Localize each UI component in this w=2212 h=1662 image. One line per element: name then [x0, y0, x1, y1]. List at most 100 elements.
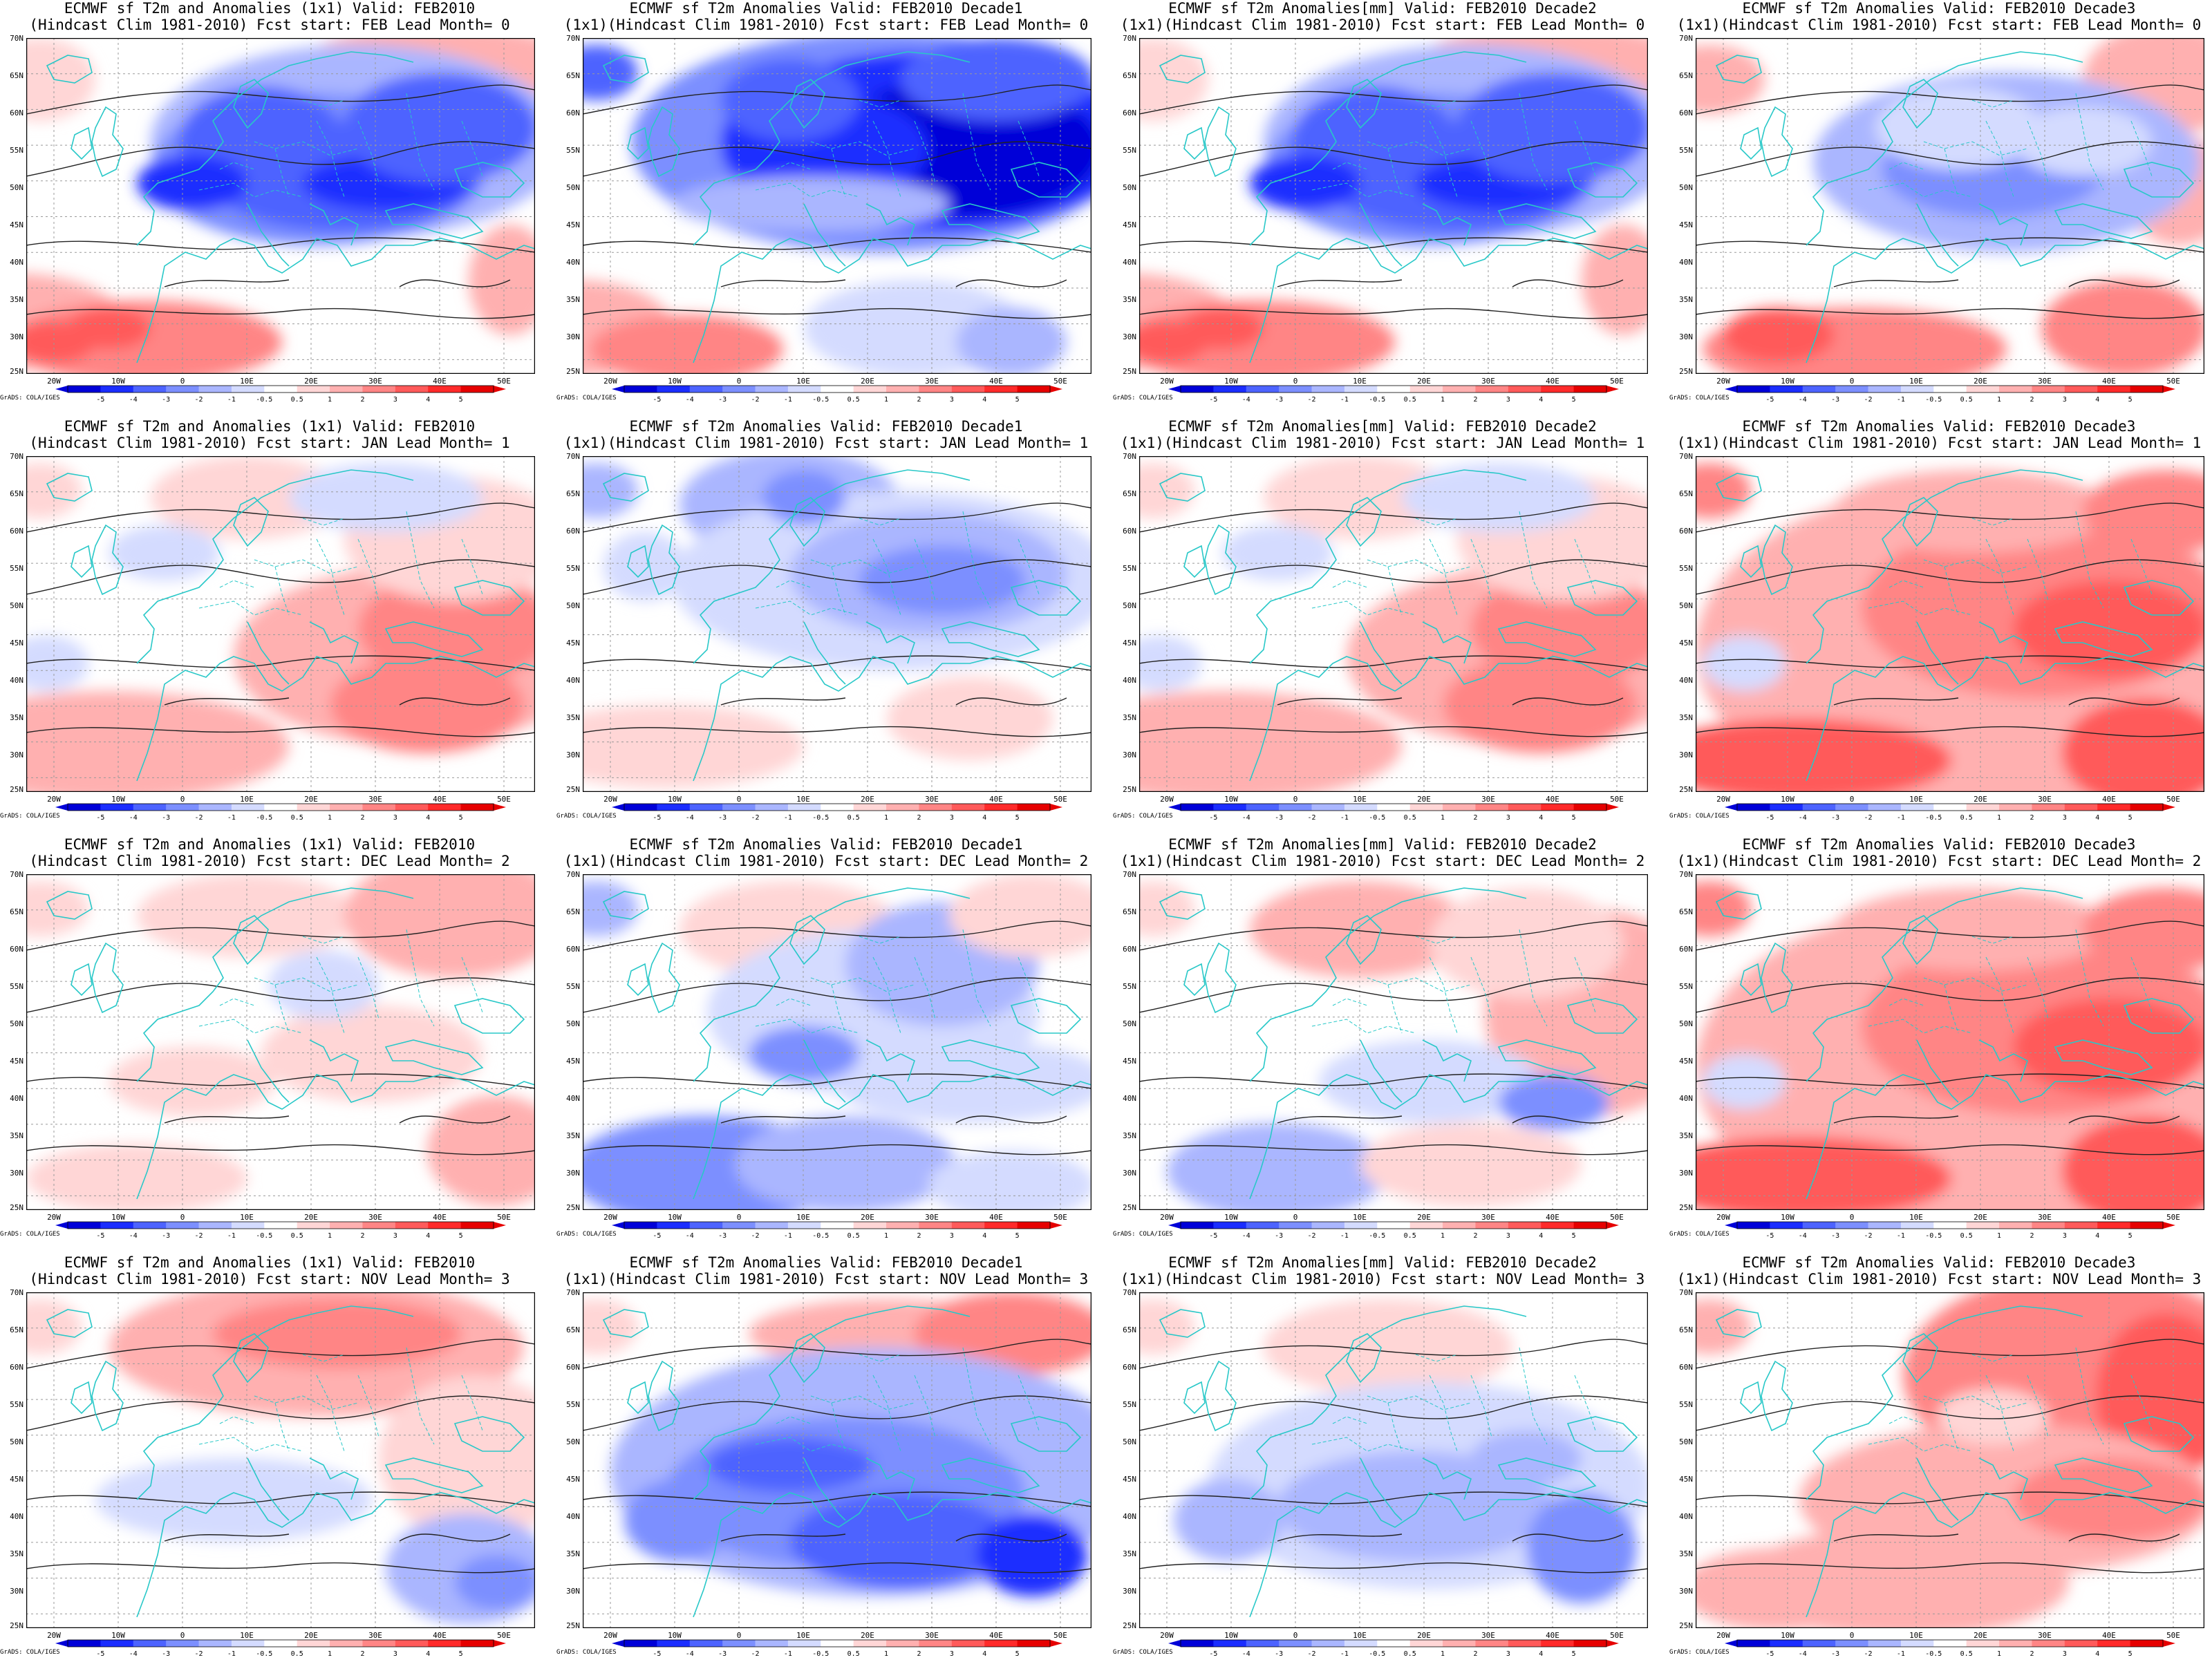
lat-tick-label: 45N: [1123, 639, 1136, 648]
colorbar-label: -4: [1799, 1650, 1807, 1658]
colorbar-segment: [2097, 386, 2131, 393]
grads-credit: GrADS: COLA/IGES: [1669, 813, 1730, 820]
grads-credit: GrADS: COLA/IGES: [556, 1649, 617, 1656]
colorbar-segment: [821, 804, 854, 811]
lon-tick-label: 20W: [1160, 1213, 1174, 1222]
lat-tick-label: 70N: [1123, 452, 1136, 461]
colorbar-segment: [330, 386, 363, 393]
isotherm-contours: [583, 920, 1091, 1155]
lat-tick-label: 70N: [10, 34, 24, 43]
anomaly-area: [1139, 38, 1208, 121]
colorbar-segment: [362, 804, 396, 811]
colorbar-label: -2: [1308, 1232, 1316, 1240]
lat-tick-label: 40N: [1123, 1094, 1136, 1103]
panel-title: ECMWF sf T2m Anomalies Valid: FEB2010 De…: [556, 418, 1096, 451]
lon-tick-label: 0: [1850, 377, 1855, 386]
anomaly-area: [455, 1555, 535, 1610]
lat-tick-label: 35N: [10, 1131, 24, 1140]
lon-tick-label: 40E: [2102, 1631, 2116, 1640]
map-panel: ECMWF sf T2m Anomalies[mm] Valid: FEB201…: [1113, 836, 1652, 1243]
colorbar-segment: [984, 1640, 1018, 1647]
lon-tick-label: 0: [1293, 795, 1298, 804]
colorbar-segment: [1377, 386, 1411, 393]
colorbar-label: 3: [950, 1650, 954, 1658]
colorbar-label: -0.5: [1369, 396, 1385, 404]
anomaly-map-svg: [1696, 874, 2204, 1210]
map-frame: [583, 1292, 1091, 1628]
colorbar-segment: [362, 386, 396, 393]
colorbar-segment: [395, 1640, 429, 1647]
lon-tick-label: 40E: [433, 1631, 447, 1640]
colorbar-label: -2: [751, 1232, 760, 1240]
colorbar-label: 0.5: [847, 1650, 860, 1658]
lat-tick-label: 55N: [1679, 1400, 1693, 1409]
lon-tick-label: 20E: [1417, 1213, 1431, 1222]
colorbar-arrow-right: [1050, 1640, 1062, 1647]
grads-credit: GrADS: COLA/IGES: [556, 1231, 617, 1238]
lon-tick-label: 0: [1293, 1213, 1298, 1222]
grads-credit: GrADS: COLA/IGES: [556, 813, 617, 820]
lat-tick-label: 45N: [566, 220, 580, 229]
lon-tick-label: 10E: [1353, 1213, 1367, 1222]
lat-tick-label: 60N: [1123, 527, 1136, 536]
colorbar: -5 -4 -3 -2 -1 -0.5 0.5 1 2 3 4 5: [1139, 1220, 1648, 1241]
colorbar-label: 5: [1015, 1650, 1020, 1658]
colorbar-label: -0.5: [256, 1650, 272, 1658]
colorbar-label: -5: [1209, 1650, 1217, 1658]
lat-tick-label: 60N: [10, 1363, 24, 1372]
colorbar-label: -0.5: [256, 396, 272, 404]
lat-tick-label: 35N: [1679, 295, 1693, 304]
lat-tick-label: 40N: [10, 258, 24, 267]
colorbar-segment: [1999, 1640, 2032, 1647]
axis-labels: 25N 30N 35N 40N 45N 50N 55N 60N 65N 70N 20W 10W 0 10E…: [566, 870, 1067, 1222]
colorbar-label: 1: [328, 814, 332, 822]
colorbar-segment: [1181, 386, 1214, 393]
country-borders: [755, 929, 1040, 1034]
colorbar-segment: [1933, 804, 1967, 811]
colorbar-segment: [297, 386, 330, 393]
lon-tick-label: 50E: [1610, 1213, 1624, 1222]
colorbar-segment: [100, 804, 134, 811]
colorbar-segment: [657, 1640, 691, 1647]
colorbar-label: 1: [1997, 396, 2001, 404]
colorbar-segment: [1966, 1222, 2000, 1229]
map-frame: [26, 456, 535, 792]
lat-tick-label: 60N: [566, 108, 580, 117]
colorbar-label: 4: [426, 1232, 430, 1240]
colorbar-label: -2: [1864, 814, 1873, 822]
anomaly-shading: [583, 874, 1091, 1210]
colorbar-segment: [1213, 1640, 1247, 1647]
colorbar-segment: [1541, 1222, 1575, 1229]
colorbar-arrow-left: [55, 1640, 68, 1647]
anomaly-map-svg: [1696, 1292, 2204, 1628]
lat-tick-label: 60N: [10, 945, 24, 954]
colorbar-segment: [1279, 1222, 1313, 1229]
colorbar-arrow-right: [1606, 1640, 1619, 1647]
lon-tick-label: 10W: [111, 377, 125, 386]
coastlines: [46, 1305, 535, 1618]
colorbar-segment: [1213, 804, 1247, 811]
colorbar-label: -0.5: [812, 1232, 829, 1240]
colorbar-segment: [395, 804, 429, 811]
lon-tick-label: 10E: [240, 377, 254, 386]
colorbar-segment: [821, 386, 854, 393]
colorbar-arrow-right: [2163, 804, 2175, 811]
lat-tick-label: 65N: [1123, 489, 1136, 498]
colorbar-segment: [755, 804, 789, 811]
colorbar-segment: [1737, 1222, 1770, 1229]
anomaly-area: [344, 874, 535, 978]
lat-tick-label: 40N: [1123, 258, 1136, 267]
coastlines: [46, 469, 535, 782]
colorbar-segment: [1311, 804, 1345, 811]
lat-tick-label: 70N: [1679, 452, 1693, 461]
colorbar-segment: [787, 386, 821, 393]
colorbar-label: -3: [1831, 1232, 1839, 1240]
anomaly-area: [2062, 698, 2204, 792]
colorbar-segment: [1311, 386, 1345, 393]
colorbar-segment: [1508, 386, 1541, 393]
colorbar-segment: [657, 386, 691, 393]
lat-tick-label: 30N: [1679, 332, 1693, 341]
lat-tick-label: 50N: [566, 1437, 580, 1446]
panel-title: ECMWF sf T2m Anomalies[mm] Valid: FEB201…: [1113, 418, 1652, 451]
lat-tick-label: 65N: [1123, 907, 1136, 916]
